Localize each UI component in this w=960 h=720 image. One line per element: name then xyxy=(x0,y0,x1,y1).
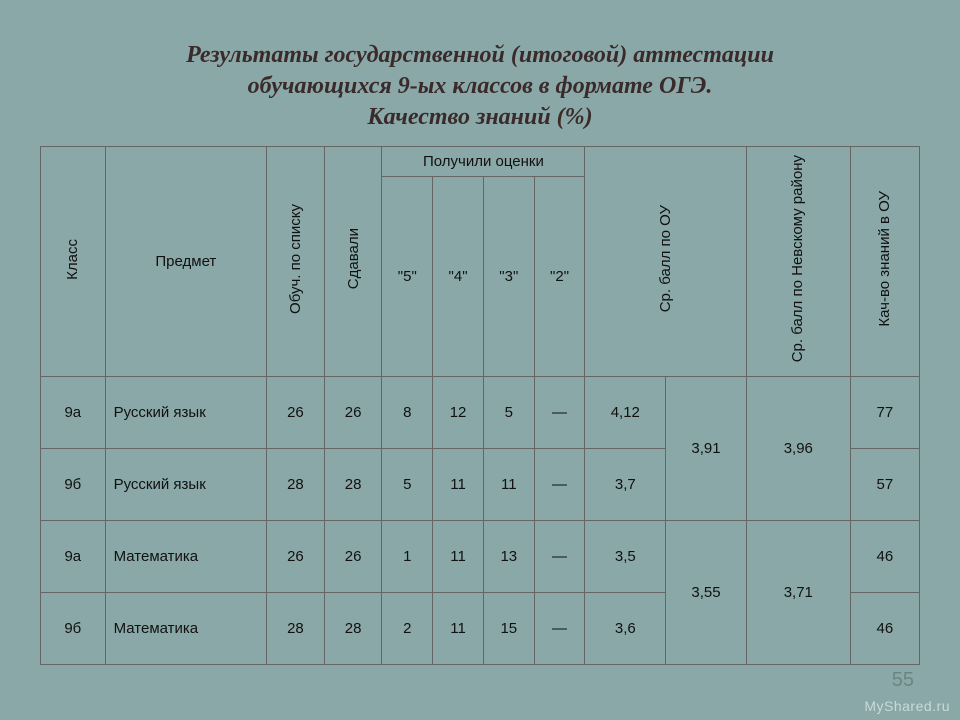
cell-subject: Математика xyxy=(105,592,266,664)
col-kach: Кач-во знаний в ОУ xyxy=(850,146,919,376)
cell-sb-nevsky-rus: 3,96 xyxy=(746,376,850,520)
cell-sdavali: 26 xyxy=(324,376,382,448)
col-sb-ou: Ср. балл по ОУ xyxy=(585,146,746,376)
col-klass: Класс xyxy=(41,146,106,376)
cell-klass: 9б xyxy=(41,448,106,520)
cell-g3: 13 xyxy=(483,520,534,592)
cell-obuch: 28 xyxy=(267,448,325,520)
cell-obuch: 26 xyxy=(267,520,325,592)
cell-kach: 46 xyxy=(850,592,919,664)
cell-klass: 9а xyxy=(41,520,106,592)
cell-subject: Русский язык xyxy=(105,448,266,520)
title-line-3: Качество знаний (%) xyxy=(367,104,592,130)
cell-g4: 12 xyxy=(433,376,484,448)
page-number: 55 xyxy=(892,669,914,692)
title-line-2: обучающихся 9-ых классов в формате ОГЭ. xyxy=(248,73,713,99)
col-grades-group: Получили оценки xyxy=(382,146,585,176)
col-sdavali: Сдавали xyxy=(324,146,382,376)
cell-g5: 5 xyxy=(382,448,433,520)
cell-g2: — xyxy=(534,520,585,592)
cell-kach: 57 xyxy=(850,448,919,520)
cell-subject: Математика xyxy=(105,520,266,592)
cell-g3: 5 xyxy=(483,376,534,448)
cell-g4: 11 xyxy=(433,592,484,664)
cell-subject: Русский язык xyxy=(105,376,266,448)
cell-sdavali: 26 xyxy=(324,520,382,592)
col-g2: "2" xyxy=(534,176,585,376)
col-sb-nevsky: Ср. балл по Невскому району xyxy=(746,146,850,376)
cell-klass: 9б xyxy=(41,592,106,664)
col-g5: "5" xyxy=(382,176,433,376)
cell-sb-ou: 3,7 xyxy=(585,448,666,520)
col-obuch: Обуч. по списку xyxy=(267,146,325,376)
slide: Результаты государственной (итоговой) ат… xyxy=(0,0,960,720)
cell-sb-group-math: 3,55 xyxy=(666,520,747,664)
cell-sb-ou: 3,5 xyxy=(585,520,666,592)
cell-g5: 2 xyxy=(382,592,433,664)
cell-g2: — xyxy=(534,592,585,664)
watermark: MyShared.ru xyxy=(864,698,950,714)
cell-sb-nevsky-math: 3,71 xyxy=(746,520,850,664)
col-g4: "4" xyxy=(433,176,484,376)
cell-g3: 11 xyxy=(483,448,534,520)
col-g3: "3" xyxy=(483,176,534,376)
cell-sb-group-rus: 3,91 xyxy=(666,376,747,520)
cell-sdavali: 28 xyxy=(324,448,382,520)
cell-klass: 9а xyxy=(41,376,106,448)
results-table: Класс Предмет Обуч. по списку Сдавали По… xyxy=(40,146,920,665)
slide-title: Результаты государственной (итоговой) ат… xyxy=(40,40,920,134)
cell-kach: 77 xyxy=(850,376,919,448)
title-line-1: Результаты государственной (итоговой) ат… xyxy=(186,42,774,68)
table-row: 9а Математика 26 26 1 11 13 — 3,5 3,55 3… xyxy=(41,520,920,592)
cell-g5: 1 xyxy=(382,520,433,592)
table-row: 9а Русский язык 26 26 8 12 5 — 4,12 3,91… xyxy=(41,376,920,448)
cell-sdavali: 28 xyxy=(324,592,382,664)
cell-g3: 15 xyxy=(483,592,534,664)
cell-kach: 46 xyxy=(850,520,919,592)
cell-sb-ou: 4,12 xyxy=(585,376,666,448)
cell-sb-ou: 3,6 xyxy=(585,592,666,664)
cell-g4: 11 xyxy=(433,448,484,520)
col-subject: Предмет xyxy=(105,146,266,376)
cell-obuch: 26 xyxy=(267,376,325,448)
cell-obuch: 28 xyxy=(267,592,325,664)
cell-g2: — xyxy=(534,376,585,448)
cell-g4: 11 xyxy=(433,520,484,592)
cell-g5: 8 xyxy=(382,376,433,448)
cell-g2: — xyxy=(534,448,585,520)
